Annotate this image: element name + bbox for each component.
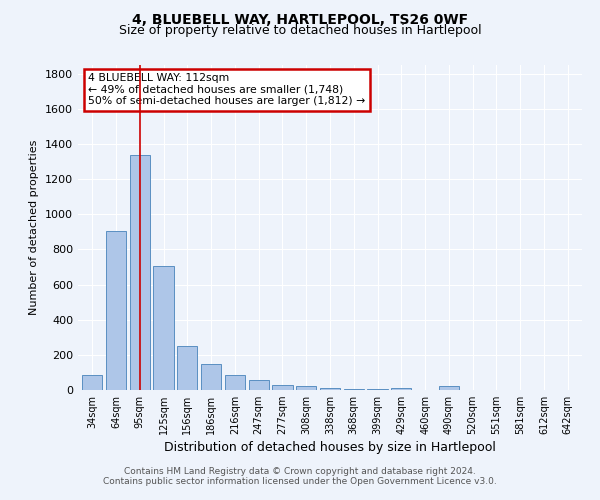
Bar [367, 389, 388, 390]
Text: 4 BLUEBELL WAY: 112sqm
← 49% of detached houses are smaller (1,748)
50% of semi-: 4 BLUEBELL WAY: 112sqm ← 49% of detached… [88, 73, 365, 106]
Bar [320, 388, 340, 390]
Bar [439, 386, 459, 390]
Bar [177, 346, 197, 390]
Text: Size of property relative to detached houses in Hartlepool: Size of property relative to detached ho… [119, 24, 481, 37]
Bar [272, 384, 293, 390]
X-axis label: Distribution of detached houses by size in Hartlepool: Distribution of detached houses by size … [164, 442, 496, 454]
Text: Contains HM Land Registry data © Crown copyright and database right 2024.: Contains HM Land Registry data © Crown c… [124, 467, 476, 476]
Bar [201, 364, 221, 390]
Bar [225, 376, 245, 390]
Bar [391, 388, 412, 390]
Text: Contains public sector information licensed under the Open Government Licence v3: Contains public sector information licen… [103, 477, 497, 486]
Bar [82, 375, 103, 390]
Bar [154, 266, 173, 390]
Bar [106, 231, 126, 390]
Bar [130, 154, 150, 390]
Text: 4, BLUEBELL WAY, HARTLEPOOL, TS26 0WF: 4, BLUEBELL WAY, HARTLEPOOL, TS26 0WF [132, 12, 468, 26]
Bar [296, 386, 316, 390]
Y-axis label: Number of detached properties: Number of detached properties [29, 140, 40, 315]
Bar [248, 380, 269, 390]
Bar [344, 388, 364, 390]
